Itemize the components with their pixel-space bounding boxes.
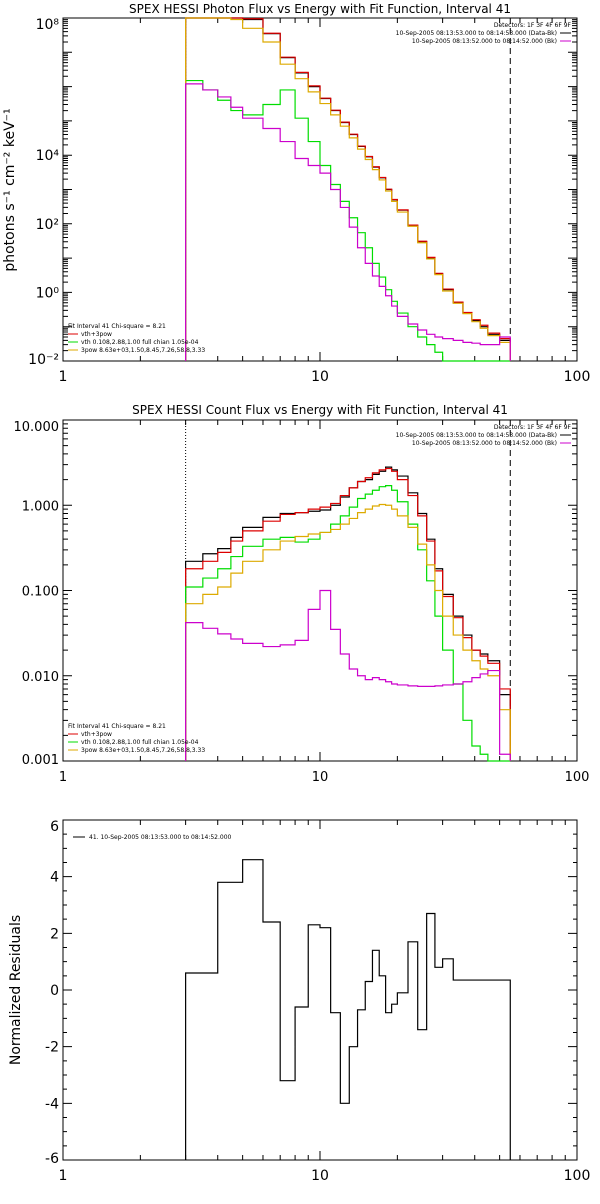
- x-tick-label: 1: [59, 770, 67, 785]
- photon-flux-frame: [62, 17, 578, 362]
- residuals-legend-top: 41. 10-Sep-2005 08:13:53.000 to 08:14:52…: [73, 834, 232, 841]
- y-tick-label: 0: [50, 983, 59, 999]
- axis-tick-marks: [62, 819, 578, 1161]
- y-tick-label: 4: [50, 870, 59, 886]
- photon-flux-legend-bottom: Fit Interval 41 Chi-square = 8.21vth+3po…: [68, 323, 205, 354]
- photon-flux-ylabel: photons s⁻¹ cm⁻² keV⁻¹: [2, 108, 18, 271]
- photon-flux-panel: SPEX HESSI Photon Flux vs Energy with Fi…: [2, 2, 590, 385]
- y-tick-label: 1.000: [22, 499, 59, 514]
- count-flux-panel: SPEX HESSI Count Flux vs Energy with Fit…: [14, 403, 590, 785]
- photon-flux-axis-ticks: 1 10 100 10⁻² 10⁰ 10² 10⁴ 10⁸: [28, 17, 590, 385]
- x-tick-label: 100: [564, 369, 591, 385]
- x-tick-label: 1: [59, 1168, 68, 1184]
- data-series-step-line: [185, 17, 511, 361]
- legend-entry-label: 3pow 8.63e+03,1.50,8.45,7.26,58.8,3.33: [81, 747, 205, 754]
- data-series-step-line: [185, 589, 511, 761]
- y-tick-label: 0.001: [22, 753, 59, 768]
- data-series-step-line: [185, 83, 511, 361]
- data-series-step-line: [185, 17, 511, 361]
- y-tick-label: 2: [50, 926, 59, 942]
- residuals-axis-ticks: 1 10 100 -6 -4 -2 0 2 4 6: [45, 819, 590, 1184]
- legend-entry-label: vth+3pow: [81, 331, 112, 338]
- y-tick-label: 0.010: [22, 670, 59, 685]
- residuals-panel: Normalized Residuals 1 10 100 -6 -4 -2 0 2 4 6 41…: [8, 819, 590, 1184]
- y-tick-label: 10²: [36, 217, 59, 233]
- legend-entry-label: 3pow 8.63e+03,1.50,8.45,7.26,58.8,3.33: [81, 347, 205, 354]
- photon-flux-title: SPEX HESSI Photon Flux vs Energy with Fi…: [129, 2, 511, 16]
- x-tick-label: 10: [311, 1168, 329, 1184]
- x-tick-label: 10: [311, 369, 329, 385]
- count-flux-axis-ticks: 1 10 100 0.001 0.010 0.100 1.000 10.000: [14, 420, 590, 785]
- y-tick-label: -2: [45, 1040, 59, 1056]
- data-series-step-line: [185, 503, 511, 761]
- y-tick-label: 10⁴: [36, 148, 60, 164]
- y-tick-label: -6: [45, 1151, 59, 1167]
- axis-tick-marks: [62, 420, 578, 762]
- residuals-ylabel: Normalized Residuals: [8, 915, 24, 1065]
- photon-flux-series: [185, 17, 511, 362]
- data-series-step-line: [185, 17, 511, 361]
- count-flux-marker-lines: [185, 420, 511, 761]
- legend-entry-label: 10-Sep-2005 08:13:53.000 to 08:14:53.000…: [396, 432, 557, 439]
- x-tick-label: 10: [312, 770, 329, 785]
- legend-fit-header: Fit Interval 41 Chi-square = 8.21: [68, 723, 166, 730]
- data-series-step-line: [185, 485, 511, 762]
- legend-entry-label: vth 0.108,2.88,1.00 full chian 1.05e-04: [81, 339, 199, 346]
- y-tick-label: 0.100: [22, 585, 59, 600]
- y-tick-label: 10⁸: [36, 17, 60, 33]
- data-series-step-line: [185, 467, 511, 761]
- axis-tick-marks: [62, 18, 578, 362]
- x-tick-label: 100: [564, 1168, 591, 1184]
- residuals-series: [185, 859, 511, 1160]
- y-tick-label: -4: [45, 1096, 59, 1112]
- residuals-frame: [62, 819, 578, 1161]
- data-series-step-line: [185, 79, 511, 362]
- legend-entry-label: 41. 10-Sep-2005 08:13:53.000 to 08:14:52…: [89, 834, 232, 841]
- legend-entry-label: vth 0.108,2.88,1.00 full chian 1.05e-04: [81, 739, 199, 746]
- count-flux-legend-bottom: Fit Interval 41 Chi-square = 8.21vth+3po…: [68, 723, 205, 754]
- legend-detectors: Detectors: 1F 3F 4F 6F 9F: [494, 22, 572, 29]
- legend-detectors: Detectors: 1F 3F 4F 6F 9F: [494, 424, 572, 431]
- legend-entry-label: 10-Sep-2005 08:13:53.000 to 08:14:53.000…: [396, 30, 557, 37]
- legend-entry-label: vth+3pow: [81, 731, 112, 738]
- y-tick-label: 10.000: [14, 420, 60, 435]
- count-flux-title: SPEX HESSI Count Flux vs Energy with Fit…: [132, 403, 508, 417]
- data-series-step-line: [185, 466, 511, 761]
- data-series-step-line: [185, 859, 511, 1160]
- photon-flux-marker-lines: [185, 18, 511, 361]
- y-tick-label: 10⁰: [36, 285, 60, 301]
- legend-entry-label: 10-Sep-2005 08:13:52.000 to 08:14:52.000…: [412, 440, 557, 447]
- legend-fit-header: Fit Interval 41 Chi-square = 8.21: [68, 323, 166, 330]
- count-flux-series: [185, 466, 511, 762]
- y-tick-label: 10⁻²: [28, 352, 59, 368]
- x-tick-label: 1: [59, 369, 68, 385]
- y-tick-label: 6: [50, 819, 59, 835]
- x-tick-label: 100: [565, 770, 590, 785]
- legend-entry-label: 10-Sep-2005 08:13:52.000 to 08:14:52.000…: [412, 38, 557, 45]
